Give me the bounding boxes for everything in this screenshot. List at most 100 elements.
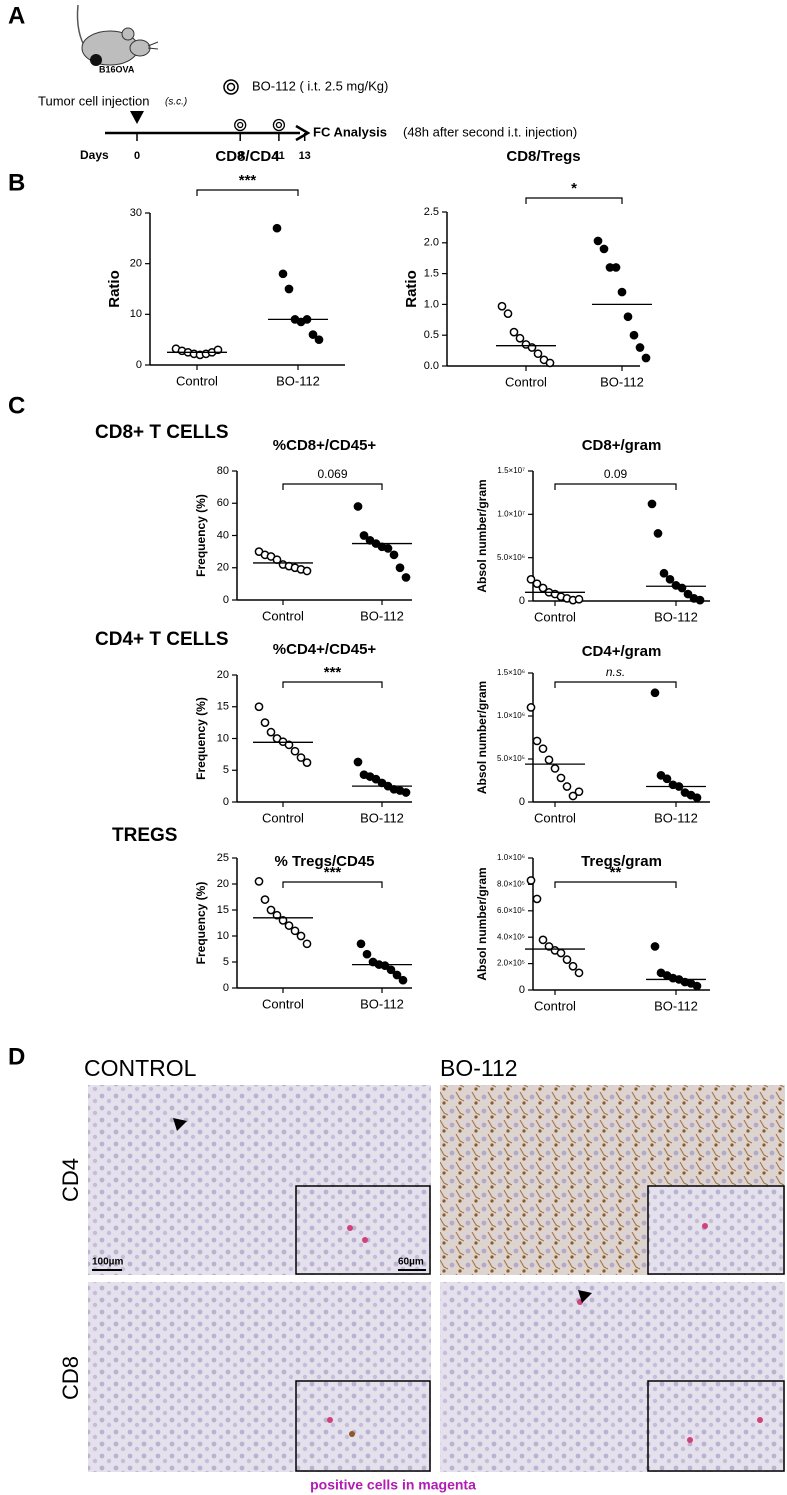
significance-label: ***	[324, 864, 342, 881]
y-axis-label: Frequency (%)	[194, 697, 208, 780]
data-point	[532, 736, 542, 746]
y-axis-label: Frequency (%)	[194, 882, 208, 965]
data-point	[284, 740, 294, 750]
data-point	[278, 269, 288, 279]
data-point	[662, 774, 672, 784]
chart-title: %CD8+/CD45+	[273, 437, 377, 454]
days-label: Days	[80, 148, 109, 162]
micrograph	[440, 1282, 785, 1472]
y-tick-label: 0	[519, 595, 525, 607]
data-point	[544, 755, 554, 765]
data-point	[254, 702, 264, 712]
column-label: BO-112	[440, 1055, 518, 1081]
cell-line: B16OVA	[99, 64, 135, 74]
x-tick-label: Control	[262, 810, 304, 825]
y-tick-label: 15	[217, 904, 229, 916]
data-point	[556, 948, 566, 958]
day-label: 11	[273, 150, 285, 162]
significance-bracket	[554, 483, 677, 490]
y-tick-label: 15	[217, 701, 229, 713]
y-tick-label: 0	[223, 594, 229, 606]
y-tick-label: 0	[136, 359, 142, 371]
data-point	[509, 327, 519, 337]
treatment-label: BO-112 ( i.t. 2.5 mg/Kg)	[252, 78, 388, 93]
day-label: 13	[299, 150, 311, 162]
y-axis-label: Absol number/gram	[475, 479, 489, 592]
y-axis-label: Frequency (%)	[194, 494, 208, 577]
scale-bar-label: 100µm	[92, 1257, 123, 1268]
data-point	[383, 544, 393, 553]
significance-bracket	[554, 681, 677, 688]
day-label: 8	[237, 150, 243, 162]
chart-title: CD8+/gram	[582, 437, 662, 454]
section-heading: TREGS	[112, 825, 177, 846]
data-point	[623, 312, 633, 322]
data-point	[574, 594, 584, 604]
data-point	[683, 589, 693, 599]
panel-label: B	[8, 169, 25, 196]
y-tick-label: 8.0×10⁵	[497, 880, 525, 889]
chart-title: %CD4+/CD45+	[273, 641, 377, 658]
data-point	[526, 703, 536, 712]
data-point	[284, 284, 294, 294]
data-point	[302, 939, 312, 949]
treatment-marker	[237, 121, 244, 129]
x-tick-label: BO-112	[654, 810, 698, 825]
analysis-label: FC Analysis	[313, 124, 387, 139]
chart-title: % Tregs/CD45	[274, 853, 374, 870]
significance-label: 0.069	[317, 467, 347, 481]
data-point	[371, 774, 381, 784]
data-point	[266, 905, 276, 915]
data-point	[611, 263, 621, 272]
data-point	[593, 236, 603, 246]
x-tick-label: Control	[534, 998, 576, 1013]
data-point	[677, 583, 687, 593]
column-label: CONTROL	[84, 1055, 197, 1081]
y-tick-label: 0.0	[424, 360, 439, 372]
data-point	[641, 353, 651, 363]
data-point	[533, 349, 543, 359]
y-tick-label: 6.0×10⁵	[497, 906, 525, 915]
y-tick-label: 20	[217, 562, 229, 574]
y-tick-label: 0.5	[424, 329, 439, 341]
significance-bracket	[554, 881, 677, 888]
y-tick-label: 80	[217, 465, 229, 477]
chart-title: CD8/Tregs	[506, 148, 580, 165]
y-tick-label: 1.0	[424, 298, 439, 310]
y-tick-label: 10	[217, 732, 229, 744]
injection-marker	[130, 111, 144, 124]
y-tick-label: 1.0×10⁶	[497, 853, 525, 862]
data-point	[401, 573, 411, 582]
data-point	[386, 965, 396, 975]
treatment-marker	[275, 121, 283, 129]
panel-label: D	[8, 1043, 25, 1070]
data-point	[629, 330, 639, 340]
data-point	[653, 529, 663, 538]
data-point	[260, 718, 270, 727]
y-tick-label: 2.0×10⁵	[497, 959, 525, 968]
y-tick-label: 1.5×10⁶	[497, 668, 525, 677]
y-tick-label: 20	[217, 878, 229, 890]
data-point	[544, 942, 554, 951]
section-heading: CD4+ T CELLS	[95, 629, 229, 650]
panel-label: C	[8, 392, 25, 419]
scale-bar-label: 60µm	[398, 1257, 424, 1268]
y-tick-label: 1.5	[424, 268, 439, 280]
data-point	[266, 727, 276, 737]
x-tick-label: BO-112	[360, 810, 404, 825]
data-point	[290, 746, 300, 756]
significance-label: ***	[239, 172, 257, 189]
x-tick-label: Control	[534, 609, 576, 624]
data-point	[532, 894, 542, 904]
data-point	[515, 333, 525, 343]
significance-bracket	[282, 483, 383, 490]
caption: positive cells in magenta	[310, 1477, 476, 1493]
x-tick-label: BO-112	[654, 609, 698, 624]
micrograph	[440, 1085, 785, 1275]
panel-label: A	[8, 2, 25, 29]
y-tick-label: 0	[223, 982, 229, 994]
y-tick-label: 2.5	[424, 206, 439, 218]
y-tick-label: 5	[223, 956, 229, 968]
data-point	[665, 574, 675, 584]
